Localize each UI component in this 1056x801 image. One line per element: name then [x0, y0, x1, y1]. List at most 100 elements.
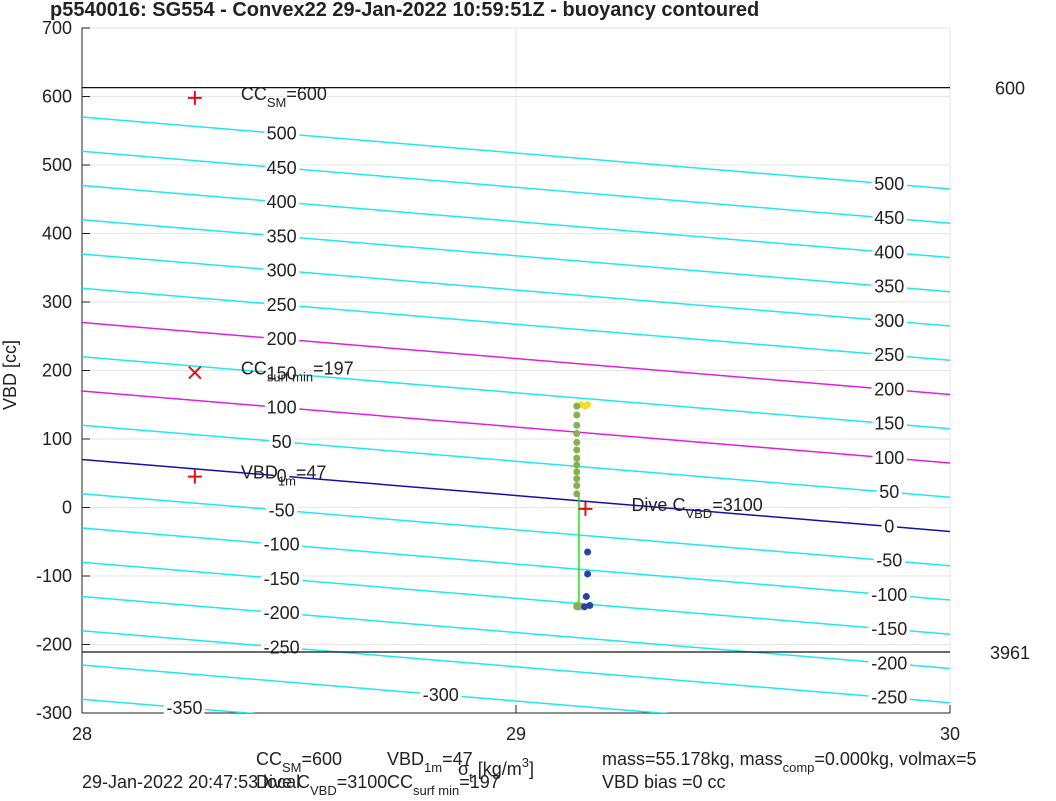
text-part: =197	[459, 772, 500, 792]
contour-label: 50	[272, 432, 292, 452]
text-part: =600	[286, 84, 327, 104]
text-part: ]	[529, 759, 534, 779]
text-part: CC	[241, 84, 267, 104]
contour-label: -250	[264, 637, 300, 657]
chart-title: p5540016: SG554 - Convex22 29-Jan-2022 1…	[50, 0, 759, 21]
data-point	[584, 401, 592, 409]
footer-text: CCSM=600	[256, 749, 342, 775]
contour-label: 500	[874, 174, 904, 194]
contour-label: 350	[874, 277, 904, 297]
text-part: σ	[458, 759, 469, 779]
contour-line	[82, 630, 950, 704]
contour-label: 100	[267, 398, 297, 418]
y-tick-label: 100	[42, 429, 72, 449]
marker	[188, 365, 202, 380]
text-part: t	[469, 770, 473, 785]
y-tick-label: 500	[42, 155, 72, 175]
contour-label: 300	[267, 261, 297, 281]
contour-line	[82, 150, 950, 224]
text-part: =3100	[337, 772, 388, 792]
contour-label: 150	[267, 363, 297, 383]
contour-label: 400	[874, 242, 904, 262]
contour-line	[82, 356, 950, 430]
y-tick-label: 400	[42, 224, 72, 244]
data-point	[573, 430, 581, 438]
text-part: surf min	[267, 370, 313, 385]
text-part: 3	[522, 755, 529, 770]
contour-label: 500	[267, 124, 297, 144]
contour-label: 0	[884, 516, 894, 536]
text-part: VBD bias =0 cc	[602, 772, 726, 792]
contour-label: -150	[871, 619, 907, 639]
text-part: =3100	[712, 495, 763, 515]
footer-text: mass=55.178kg, masscomp=0.000kg, volmax=…	[602, 749, 977, 775]
data-point	[573, 475, 581, 483]
contour-label: -100	[264, 535, 300, 555]
plot-layer	[82, 116, 950, 713]
text-part: Dive C	[631, 495, 685, 515]
data-point	[582, 593, 590, 601]
contour-label: 250	[874, 345, 904, 365]
x-tick-label: 28	[72, 724, 92, 744]
contour-line	[82, 390, 950, 464]
contour-label: 350	[267, 226, 297, 246]
contour-line	[82, 561, 950, 635]
marker-label: VBD1m=47	[241, 463, 327, 489]
y-tick-label: -100	[36, 566, 72, 586]
text-part: mass=55.178kg, mass	[602, 749, 783, 769]
text-part: =47	[442, 749, 473, 769]
text-part: VBD	[387, 749, 424, 769]
data-point	[573, 454, 581, 462]
footer-text: 29-Jan-2022 20:47:53 local	[82, 772, 300, 792]
contour-label: -300	[423, 685, 459, 705]
contour-line	[82, 664, 670, 713]
contour-label: 150	[874, 414, 904, 434]
y-tick-label: 700	[42, 18, 72, 38]
text-part: [kg/m	[473, 759, 522, 779]
data-point	[573, 468, 581, 476]
marker	[187, 469, 202, 484]
text-part: VBD	[310, 783, 337, 796]
reference-label: 3961	[990, 643, 1030, 663]
contour-label: 100	[874, 448, 904, 468]
data-point	[573, 411, 581, 419]
contour-label: -200	[264, 603, 300, 623]
y-tick-label: 300	[42, 292, 72, 312]
contour-line	[82, 527, 950, 601]
text-part: CC	[241, 359, 267, 379]
text-part: SM	[267, 95, 287, 110]
x-tick-label: 29	[506, 724, 526, 744]
text-part: 1m	[424, 760, 442, 775]
y-tick-label: 200	[42, 361, 72, 381]
contour-label: -50	[876, 551, 902, 571]
contour-label: 200	[267, 329, 297, 349]
marker-label: CCSM=600	[241, 84, 327, 110]
text-part: surf min	[413, 783, 459, 796]
contour-label: -100	[871, 585, 907, 605]
contour-label: 450	[874, 208, 904, 228]
contour-line	[82, 595, 950, 670]
marker-label: Dive CVBD=3100	[631, 495, 762, 521]
text-part: SM	[282, 760, 302, 775]
text-part: =47	[296, 463, 327, 483]
contour-label: -50	[269, 500, 295, 520]
text-part: comp	[783, 760, 815, 775]
text-part: Dive C	[256, 772, 310, 792]
y-tick-label: 0	[62, 498, 72, 518]
contour-label: 400	[267, 192, 297, 212]
text-part: =600	[302, 749, 343, 769]
x-tick-label: 30	[940, 724, 960, 744]
marker	[578, 501, 593, 516]
contour-label: 250	[267, 295, 297, 315]
contour-line	[82, 493, 950, 567]
data-point	[573, 490, 581, 498]
data-point	[573, 402, 581, 410]
contour-label: 0	[277, 466, 287, 486]
contour-label: -200	[871, 653, 907, 673]
data-point	[581, 603, 589, 611]
contour-label: 300	[874, 311, 904, 331]
contour-line	[82, 184, 950, 259]
contour-label: -250	[871, 688, 907, 708]
contour-label: -150	[264, 569, 300, 589]
